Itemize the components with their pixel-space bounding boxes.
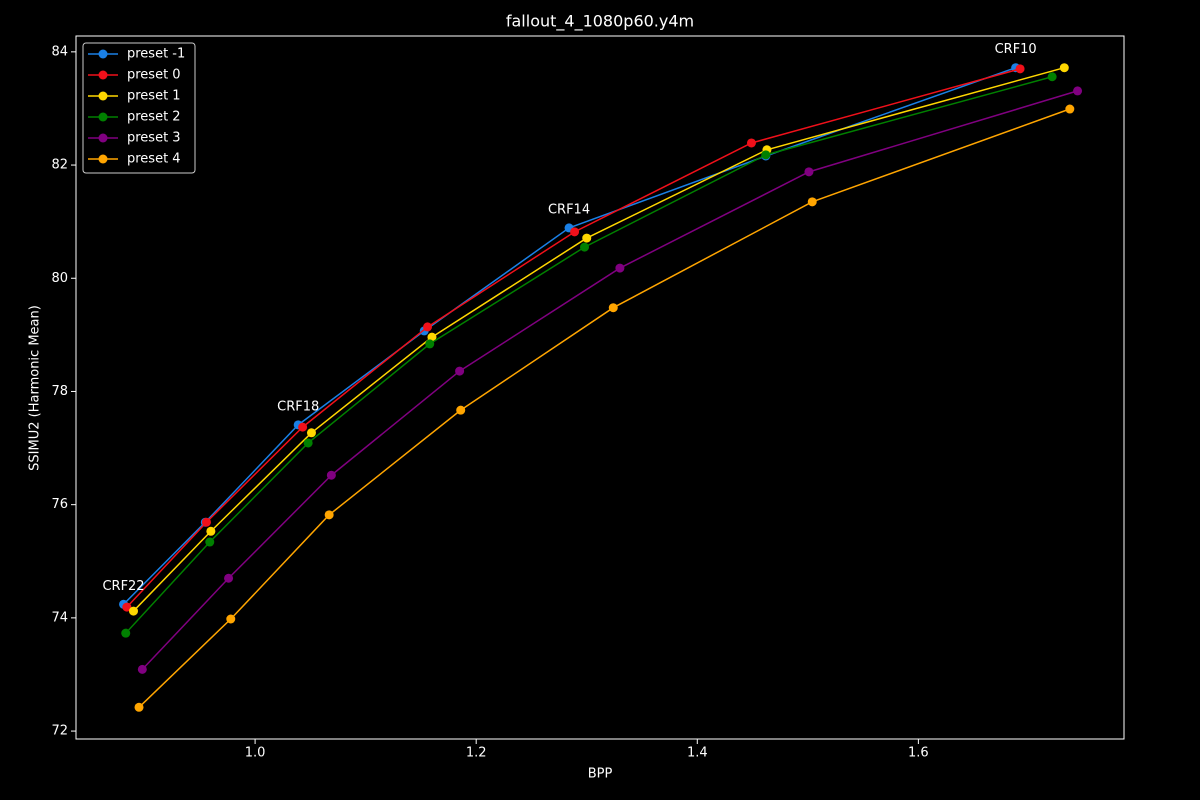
y-tick-label: 82 <box>51 158 68 173</box>
data-point <box>580 242 590 252</box>
data-point <box>761 150 771 160</box>
annotation: CRF10 <box>995 42 1037 57</box>
data-point <box>608 303 618 313</box>
data-point <box>1047 72 1057 82</box>
data-point <box>134 702 144 712</box>
data-point <box>427 332 437 342</box>
data-point <box>205 537 215 547</box>
y-tick-label: 74 <box>51 610 68 625</box>
chart-title: fallout_4_1080p60.y4m <box>506 12 694 32</box>
y-axis-label: SSIMU2 (Harmonic Mean) <box>28 305 43 471</box>
data-point <box>306 428 316 438</box>
x-axis-label: BPP <box>588 767 613 782</box>
data-point <box>807 197 817 207</box>
legend-label: preset 3 <box>127 131 181 146</box>
annotation: CRF14 <box>548 202 590 217</box>
x-tick-label: 1.6 <box>908 746 929 761</box>
legend-label: preset 0 <box>127 68 181 83</box>
data-point <box>226 614 236 624</box>
data-point <box>121 628 131 638</box>
data-point <box>1073 86 1083 96</box>
legend-label: preset 1 <box>127 89 181 104</box>
data-point <box>1015 64 1025 74</box>
data-point <box>425 339 435 349</box>
y-tick-label: 84 <box>51 44 68 59</box>
data-point <box>746 138 756 148</box>
data-point <box>324 510 334 520</box>
data-point <box>303 438 313 448</box>
y-tick-label: 72 <box>51 724 68 739</box>
data-point <box>128 606 138 616</box>
data-point <box>615 263 625 273</box>
plot-frame <box>75 35 1125 740</box>
legend-marker <box>98 49 108 59</box>
data-point <box>582 233 592 243</box>
data-point <box>423 322 433 332</box>
x-tick-label: 1.0 <box>245 746 266 761</box>
data-point <box>1065 104 1075 114</box>
legend-marker <box>98 133 108 143</box>
data-point <box>224 573 234 583</box>
data-point <box>206 526 216 536</box>
data-point <box>455 366 465 376</box>
data-point <box>570 227 580 237</box>
data-point <box>137 664 147 674</box>
legend-marker <box>98 70 108 80</box>
y-tick-label: 80 <box>51 271 68 286</box>
data-point <box>1059 63 1069 73</box>
annotation: CRF18 <box>277 399 319 414</box>
legend-marker <box>98 154 108 164</box>
data-point <box>326 470 336 480</box>
legend-label: preset 4 <box>127 152 181 167</box>
legend-marker <box>98 91 108 101</box>
legend-label: preset -1 <box>127 47 185 62</box>
data-point <box>122 602 132 612</box>
x-tick-label: 1.4 <box>687 746 708 761</box>
data-point <box>298 422 308 432</box>
y-tick-label: 76 <box>51 497 68 512</box>
legend-label: preset 2 <box>127 110 181 125</box>
y-tick-label: 78 <box>51 384 68 399</box>
legend-marker <box>98 112 108 122</box>
annotation: CRF22 <box>102 579 144 594</box>
data-point <box>456 405 466 415</box>
data-point <box>201 517 211 527</box>
x-tick-label: 1.2 <box>466 746 487 761</box>
data-point <box>804 167 814 177</box>
